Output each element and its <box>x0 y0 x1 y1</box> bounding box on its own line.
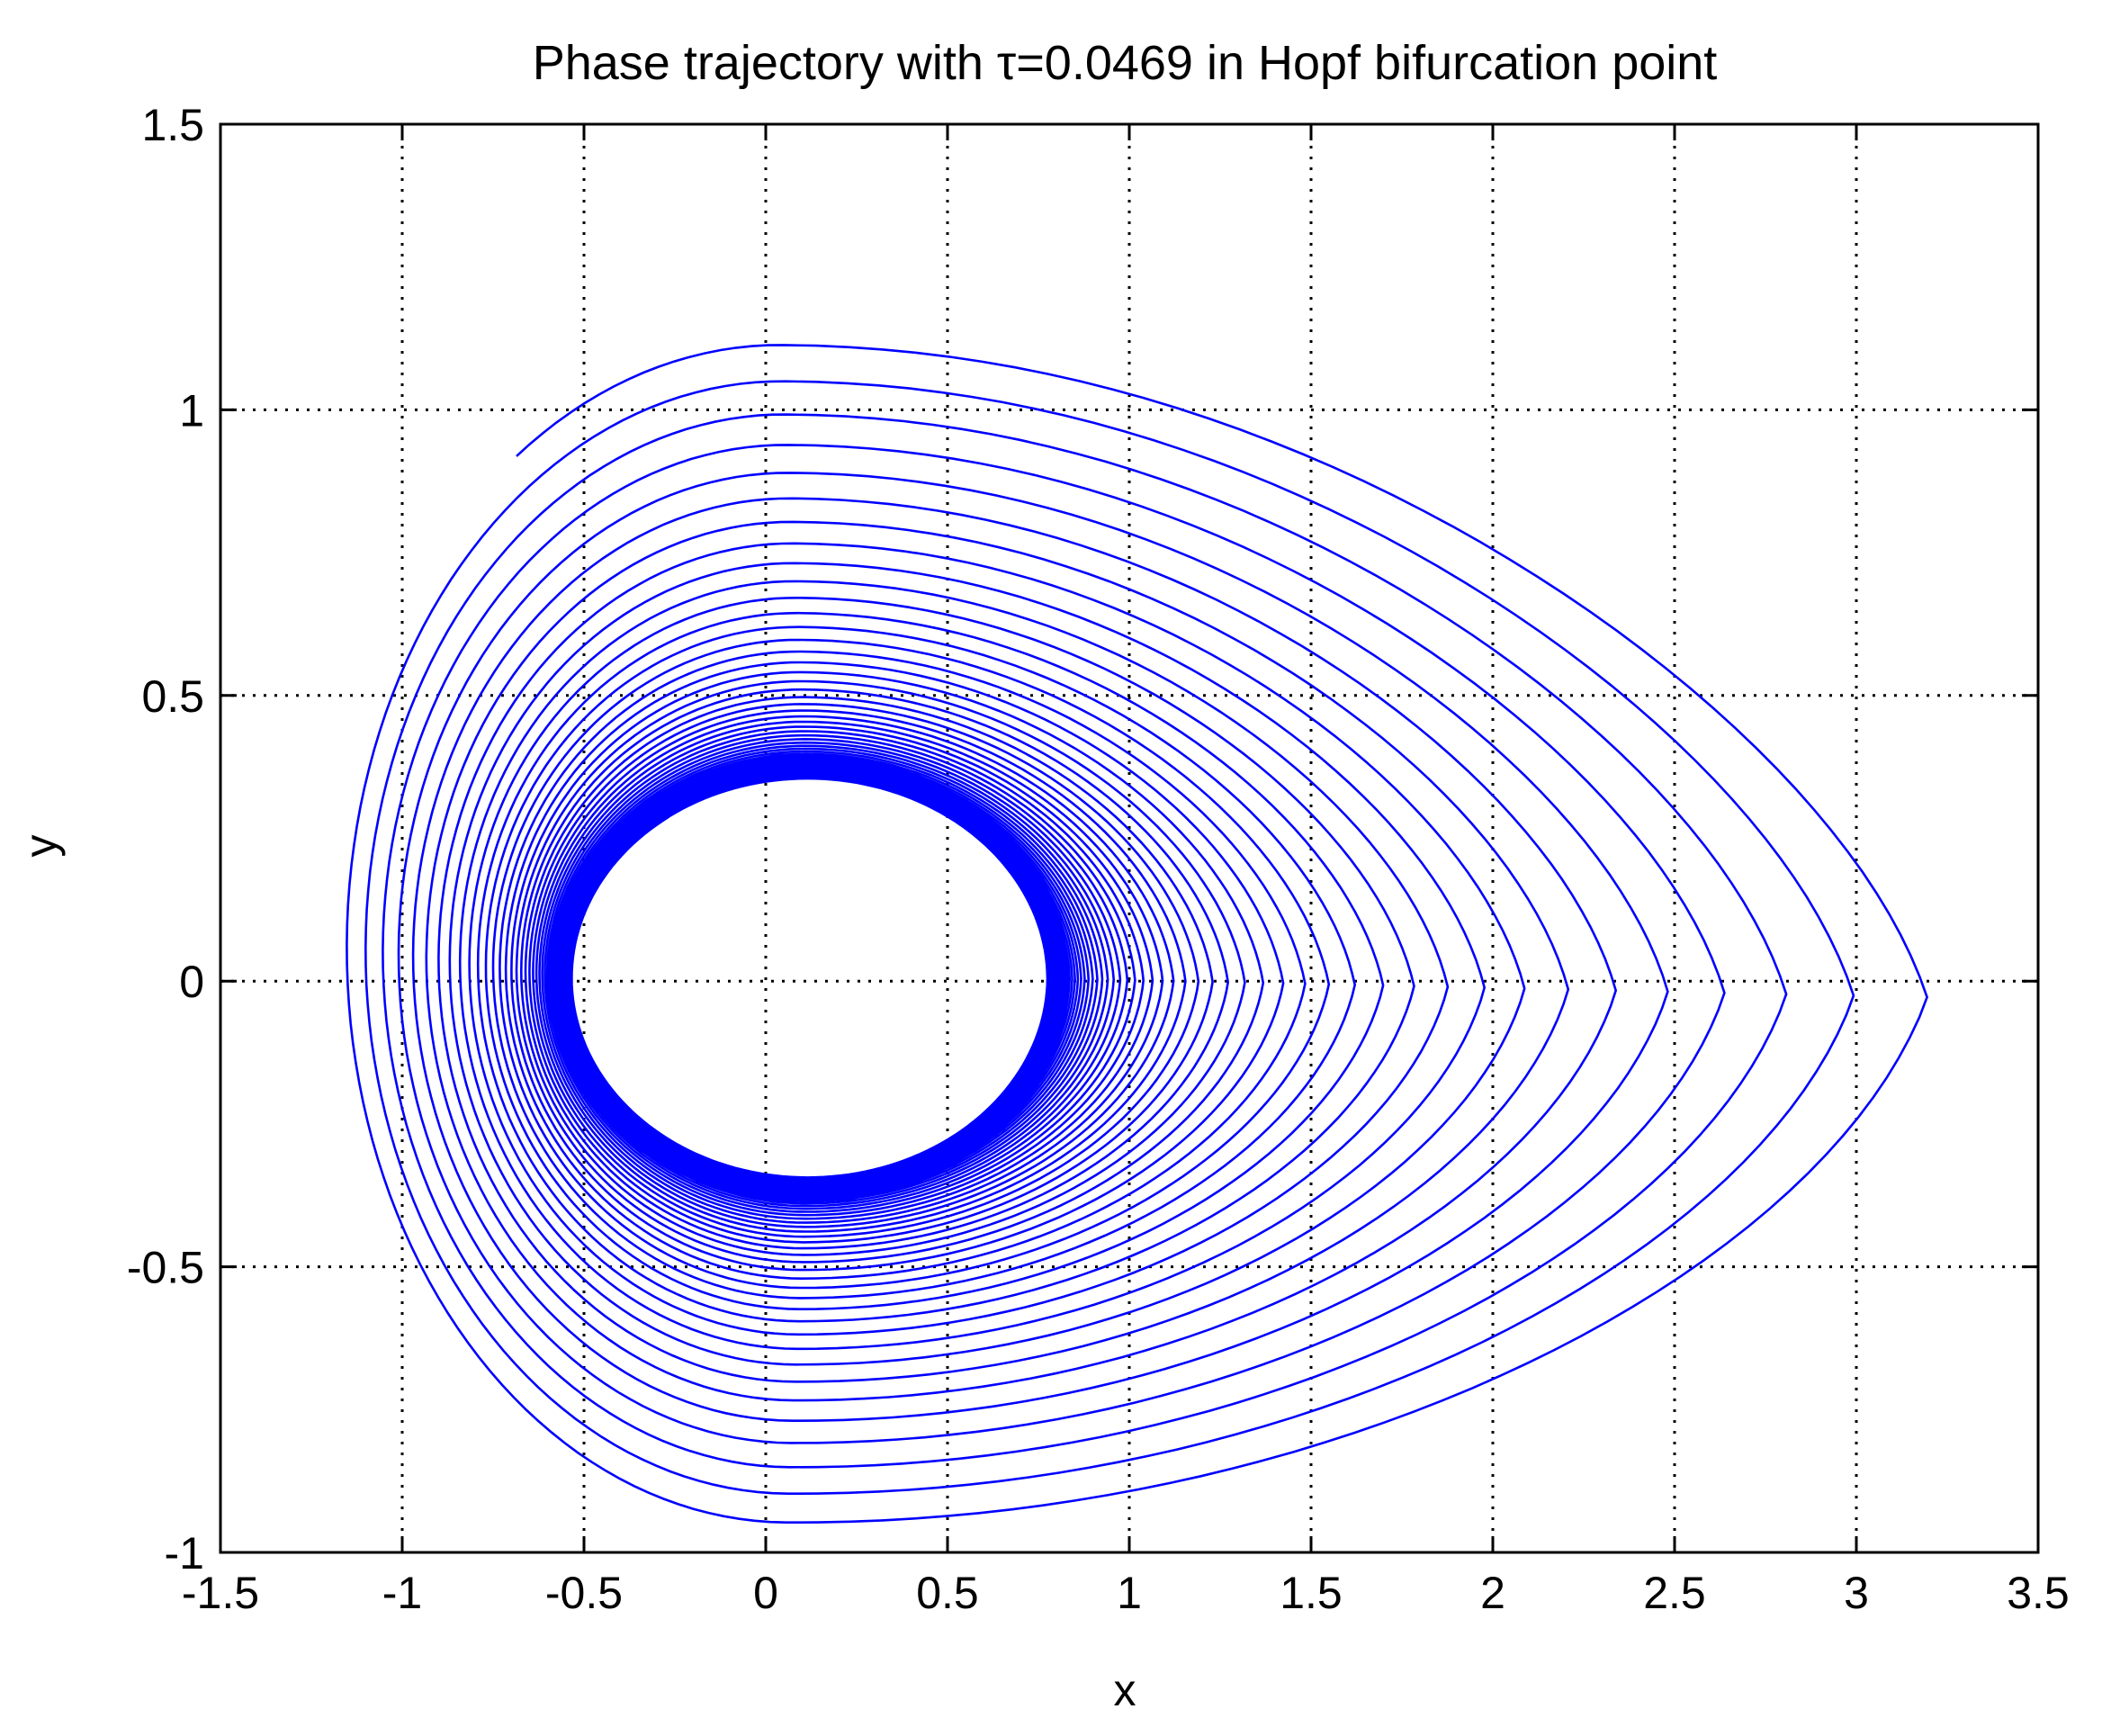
x-tick-labels: -1.5 -1 -0.5 0 0.5 1 1.5 2 2.5 3 3.5 <box>182 1568 2070 1618</box>
x-tick-label: 1 <box>1117 1568 1142 1618</box>
x-tick-label: -1.5 <box>182 1568 259 1618</box>
plot-area <box>346 344 1928 1525</box>
x-tick-label: -0.5 <box>545 1568 623 1618</box>
x-tick-label: 3.5 <box>2007 1568 2070 1618</box>
trajectory-line <box>346 344 1928 1525</box>
y-tick-label: 0 <box>179 957 204 1007</box>
x-tick-label: 0 <box>753 1568 778 1618</box>
y-tick-labels: -1 -0.5 0 0.5 1 1.5 <box>127 100 204 1579</box>
y-tick-label: -1 <box>165 1528 204 1579</box>
axis-ticks <box>219 122 2040 1554</box>
x-axis-label: x <box>1114 1665 1136 1715</box>
y-tick-label: 0.5 <box>141 671 204 722</box>
y-tick-label: -0.5 <box>127 1243 204 1293</box>
y-tick-label: 1 <box>179 385 204 436</box>
y-tick-label: 1.5 <box>141 100 204 150</box>
x-tick-label: 1.5 <box>1280 1568 1343 1618</box>
x-tick-label: 0.5 <box>916 1568 979 1618</box>
chart-title: Phase trajectory with τ=0.0469 in Hopf b… <box>533 36 1718 90</box>
x-tick-label: 2 <box>1480 1568 1505 1618</box>
x-tick-label: -1 <box>382 1568 422 1618</box>
y-axis-label: y <box>15 835 66 858</box>
x-tick-label: 3 <box>1844 1568 1869 1618</box>
x-tick-label: 2.5 <box>1643 1568 1706 1618</box>
